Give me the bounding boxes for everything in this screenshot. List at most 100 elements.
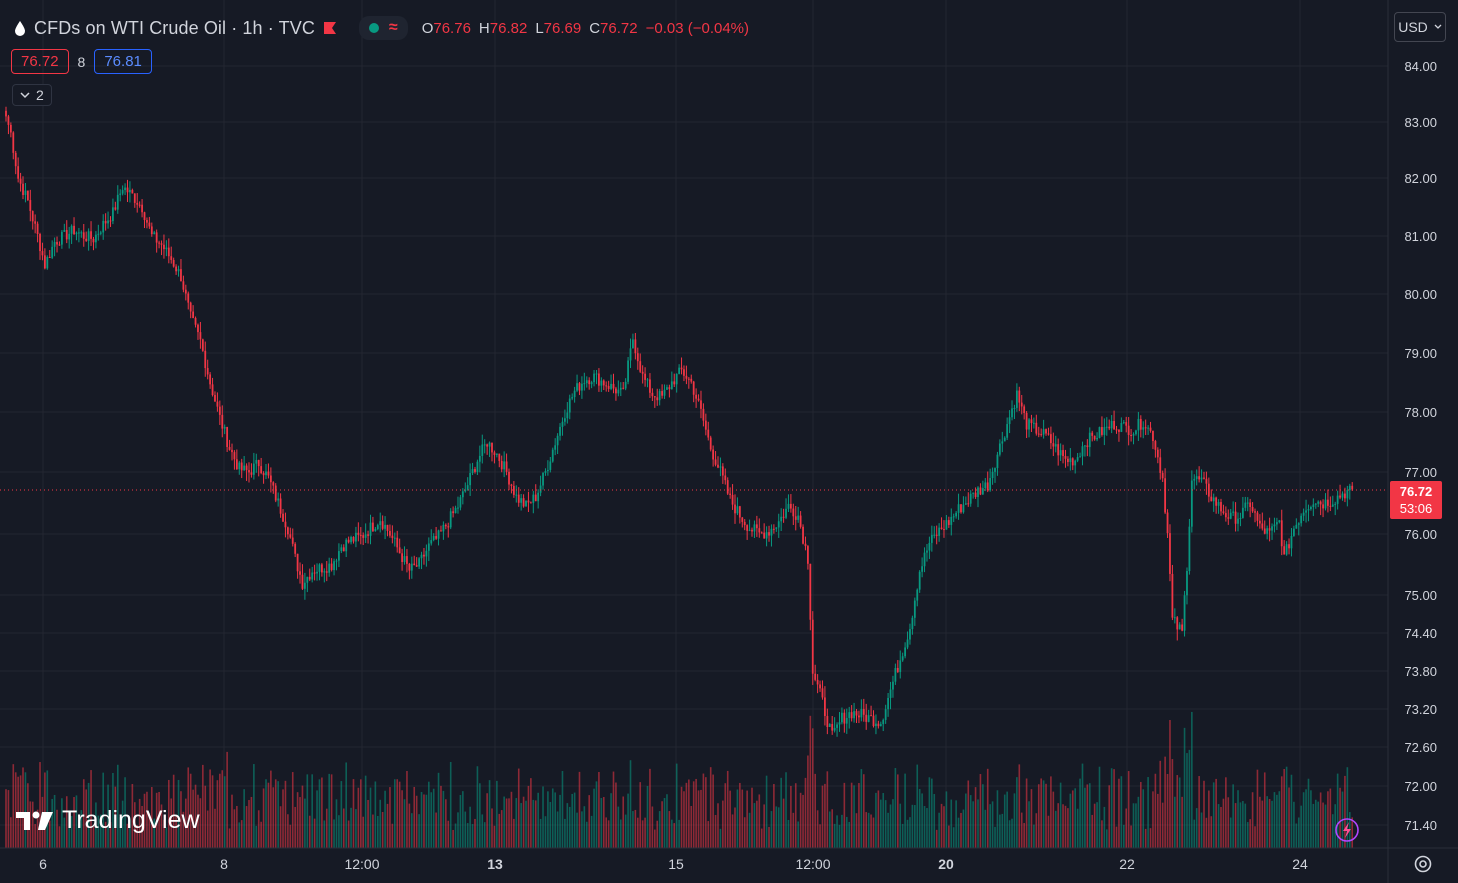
candle-body — [619, 387, 622, 390]
candle-body — [301, 574, 304, 589]
candle-body — [644, 373, 646, 380]
lightning-icon[interactable] — [1334, 817, 1360, 843]
volume-bar — [513, 818, 515, 848]
volume-bar — [168, 779, 170, 848]
volume-bar — [547, 791, 549, 848]
candle-body — [306, 576, 309, 583]
volume-bar — [1290, 774, 1293, 848]
price-tick-label: 79.00 — [1404, 346, 1437, 361]
candle-body — [408, 563, 411, 571]
candle-body — [364, 534, 367, 538]
indicators-collapse-button[interactable]: 2 — [12, 84, 52, 106]
volume-bar — [1135, 803, 1137, 848]
candle-body — [274, 485, 277, 501]
candle-body — [1037, 433, 1040, 435]
candle-body — [170, 256, 173, 260]
candle-body — [508, 471, 510, 485]
candle-body — [415, 565, 418, 567]
volume-bar — [12, 764, 15, 848]
candle-body — [870, 715, 872, 717]
candle-body — [303, 582, 306, 589]
price-badge: 76.72 53:06 — [1390, 481, 1442, 519]
volume-bar — [894, 768, 897, 848]
volume-bar — [7, 790, 10, 848]
volume-bar — [459, 795, 462, 848]
volume-bar — [364, 775, 367, 848]
volume-bar — [763, 804, 765, 848]
volume-bar — [177, 779, 180, 848]
volume-bar — [595, 781, 598, 848]
volume-bar — [265, 779, 267, 848]
candle-body — [605, 385, 608, 387]
volume-bar — [1030, 789, 1033, 848]
candle-body — [78, 232, 80, 234]
symbol-header[interactable]: CFDs on WTI Crude Oil · 1h · TVC ≈ O76.7… — [14, 14, 749, 42]
gear-icon[interactable] — [1412, 853, 1434, 875]
volume-bar — [92, 826, 95, 848]
candle-body — [607, 385, 610, 389]
volume-bar — [1285, 766, 1288, 848]
candle-body — [522, 498, 525, 507]
candle-body — [1088, 432, 1091, 448]
candle-body — [906, 639, 909, 648]
candle-body — [1302, 512, 1305, 516]
volume-bar — [1003, 794, 1006, 848]
symbol-title[interactable]: CFDs on WTI Crude Oil · 1h · TVC — [34, 17, 315, 38]
candle-body — [31, 211, 34, 222]
bid-price-button[interactable]: 76.72 — [11, 49, 69, 74]
candle-body — [1297, 523, 1300, 525]
candle-body — [964, 503, 967, 505]
candle-body — [1339, 495, 1341, 498]
candle-body — [1118, 429, 1120, 432]
volume-bar — [369, 787, 372, 848]
tradingview-logo-icon — [16, 811, 53, 830]
volume-bar — [301, 785, 304, 848]
volume-bar — [418, 814, 420, 848]
candle-body — [119, 193, 122, 195]
volume-bar — [790, 785, 792, 848]
volume-bar — [522, 796, 525, 848]
candle-body — [70, 225, 73, 234]
volume-bar — [131, 783, 134, 848]
candle-body — [440, 530, 442, 532]
candle-body — [977, 487, 979, 497]
volume-bar — [858, 783, 860, 848]
candle-body — [1300, 515, 1303, 524]
candle-body — [887, 697, 889, 710]
candle-body — [476, 461, 479, 472]
candle-body — [1020, 402, 1023, 407]
candle-body — [850, 712, 853, 719]
volume-bar — [841, 814, 843, 848]
tradingview-logo[interactable]: TradingView — [16, 806, 200, 835]
volume-bar — [1183, 727, 1186, 848]
candle-body — [649, 379, 651, 393]
candle-body — [836, 724, 838, 728]
bid-ask-panel: 76.72 8 76.81 — [11, 49, 152, 74]
candle-body — [209, 374, 212, 385]
candle-body — [1210, 496, 1213, 502]
ask-price-button[interactable]: 76.81 — [94, 49, 152, 74]
volume-bar — [1268, 798, 1271, 848]
market-status-pill[interactable]: ≈ — [358, 16, 408, 40]
candle-body — [668, 387, 671, 390]
currency-selector[interactable]: USD — [1394, 12, 1446, 42]
candle-body — [1244, 502, 1247, 508]
volume-bar — [398, 781, 401, 848]
volume-bar — [994, 826, 996, 848]
market-status-dot-icon — [368, 23, 379, 33]
candle-body — [1076, 457, 1079, 461]
volume-bar — [406, 770, 408, 848]
volume-bar — [204, 785, 207, 848]
volume-bar — [274, 779, 277, 848]
candle-body — [279, 498, 282, 514]
volume-bar — [955, 800, 957, 848]
volume-bar — [107, 784, 109, 848]
candle-body — [1273, 524, 1276, 527]
candle-body — [1050, 434, 1052, 444]
candle-body — [167, 247, 170, 257]
red-flag-icon[interactable] — [323, 21, 337, 35]
volume-bar — [758, 794, 761, 848]
candle-body — [816, 679, 819, 685]
candle-body — [29, 200, 32, 212]
